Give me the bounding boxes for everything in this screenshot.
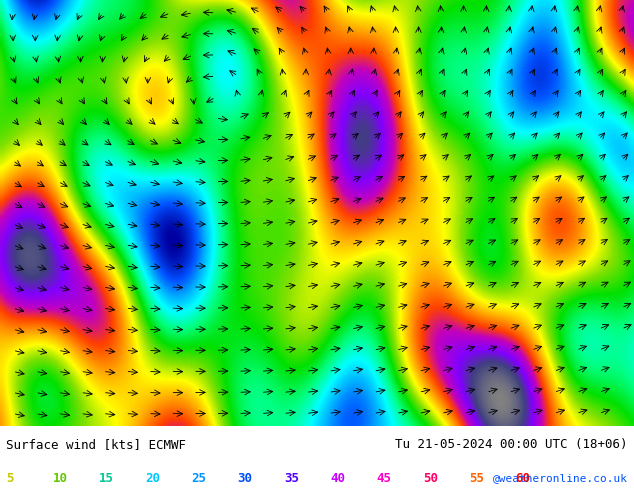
Text: 30: 30 (238, 472, 253, 485)
Text: 35: 35 (284, 472, 299, 485)
Text: 45: 45 (377, 472, 392, 485)
Text: 40: 40 (330, 472, 346, 485)
Text: 10: 10 (53, 472, 68, 485)
Text: 25: 25 (191, 472, 207, 485)
Text: @weatheronline.co.uk: @weatheronline.co.uk (493, 473, 628, 484)
Text: Surface wind [kts] ECMWF: Surface wind [kts] ECMWF (6, 438, 186, 451)
Text: 15: 15 (99, 472, 114, 485)
Text: 50: 50 (423, 472, 438, 485)
Text: 20: 20 (145, 472, 160, 485)
Text: 5: 5 (6, 472, 14, 485)
Text: 60: 60 (515, 472, 531, 485)
Text: Tu 21-05-2024 00:00 UTC (18+06): Tu 21-05-2024 00:00 UTC (18+06) (395, 438, 628, 451)
Text: 55: 55 (469, 472, 484, 485)
